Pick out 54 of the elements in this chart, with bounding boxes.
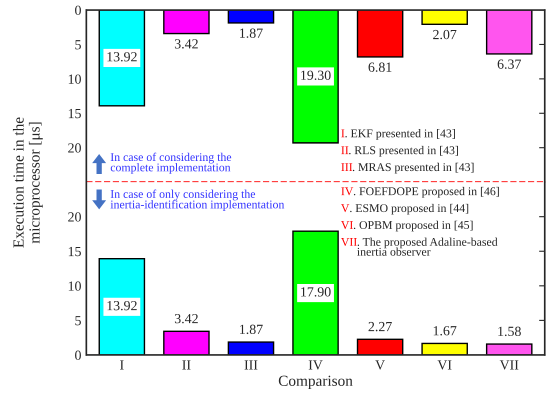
data-label: 17.90 [301, 287, 331, 297]
y-axis-title: Execution time in the microprocessor [μs] [12, 117, 43, 248]
x-tick-label: V [375, 360, 385, 370]
bar [421, 10, 468, 25]
bar [486, 10, 533, 55]
x-tick-label: I [120, 360, 124, 370]
bar [421, 342, 468, 355]
data-label: 19.30 [301, 70, 331, 80]
x-tick-label: III [244, 360, 258, 370]
annotation: III. MRAS presented in [43] [341, 162, 474, 174]
annotation: VI. OPBM proposed in [45] [341, 220, 473, 232]
data-label: 1.87 [240, 28, 263, 38]
y-tick-label: 0 [75, 6, 81, 16]
bar [163, 330, 210, 355]
data-label: 6.81 [368, 62, 392, 72]
data-label: 1.58 [498, 326, 521, 336]
data-label: 1.67 [434, 326, 456, 336]
annotation: IV. FOEFDOPE proposed in [46] [341, 186, 499, 198]
y-tick-label: 20 [68, 212, 81, 222]
bar [292, 10, 339, 144]
y-tick-label: 10 [68, 74, 81, 84]
y-tick-label: 5 [75, 40, 81, 50]
data-label: 6.37 [498, 59, 521, 69]
data-label: 2.27 [368, 322, 392, 332]
data-label: 3.42 [174, 314, 198, 324]
x-axis-title: Comparison [278, 376, 353, 390]
x-tick-label: IV [308, 360, 323, 370]
annotation: VII. The proposed Adaline-based inertia observer [341, 238, 498, 256]
y-tick-label: 5 [75, 316, 81, 326]
data-label: 13.92 [107, 52, 137, 62]
y-tick-label: 10 [68, 281, 81, 291]
annotation: In case of considering the complete implementation [110, 152, 232, 174]
bar [486, 343, 533, 355]
x-tick-label: VII [500, 360, 518, 370]
bar [356, 338, 404, 355]
x-tick-label: II [182, 360, 191, 370]
bar [228, 10, 274, 24]
y-tick-label: 0 [75, 350, 81, 360]
data-label: 1.87 [240, 324, 263, 334]
data-label: 3.42 [174, 39, 198, 49]
data-label: 13.92 [107, 300, 137, 310]
y-tick-label: 15 [68, 108, 81, 118]
bar [163, 10, 210, 34]
data-label: 2.07 [433, 30, 456, 40]
bar [228, 341, 274, 355]
annotation: II. RLS presented in [43] [341, 146, 458, 157]
annotation: V. ESMO proposed in [44] [341, 204, 468, 215]
annotation: I. EKF presented in [43] [341, 129, 455, 140]
bar [356, 10, 404, 58]
x-tick-label: VI [438, 360, 452, 370]
y-tick-label: 20 [68, 143, 81, 153]
annotation: In case of only considering the inertia-identification implementation [110, 190, 284, 211]
bar [292, 230, 339, 355]
y-tick-label: 15 [68, 246, 81, 256]
